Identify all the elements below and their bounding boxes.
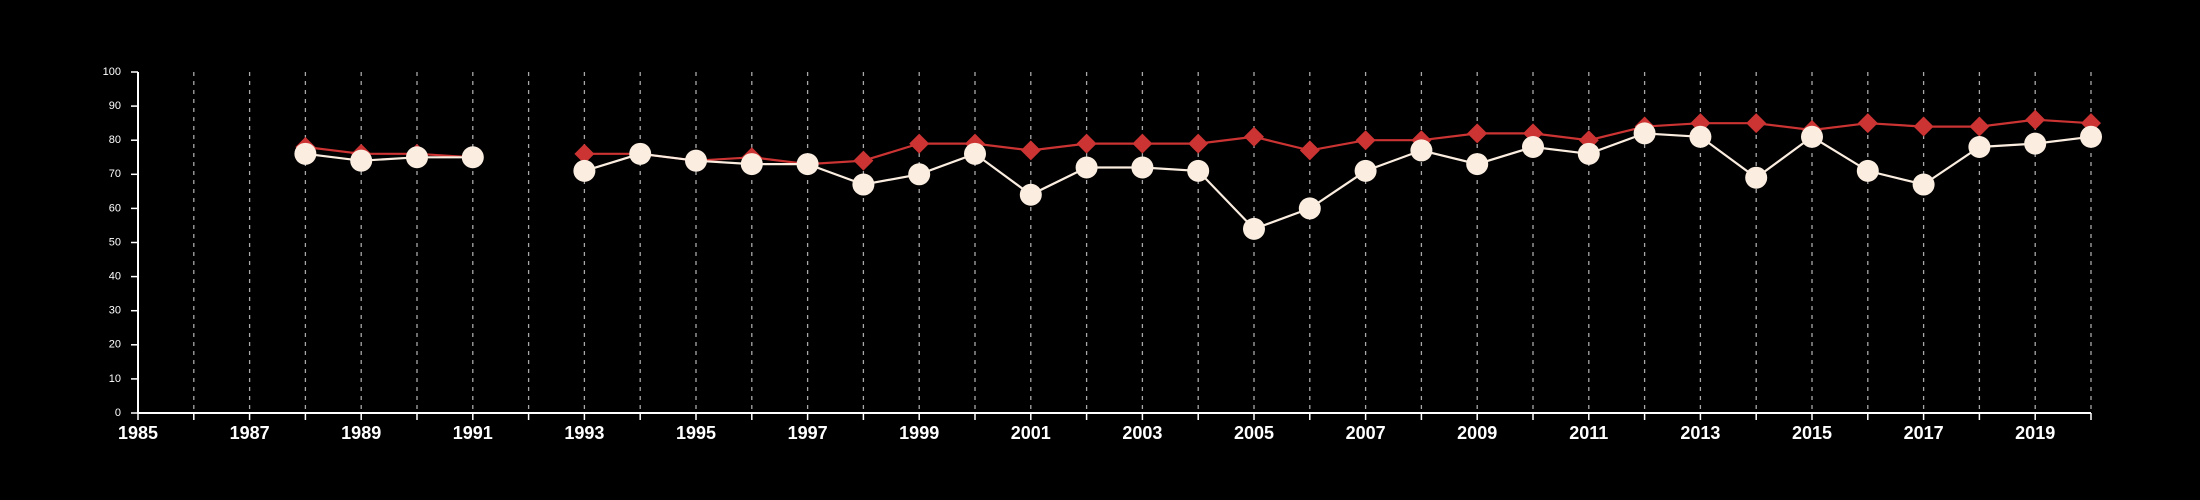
data-point xyxy=(1298,197,1321,220)
data-point xyxy=(1299,140,1320,161)
data-point xyxy=(406,146,428,169)
x-tick-label: 2001 xyxy=(1011,423,1051,443)
data-point xyxy=(796,153,819,176)
series-group xyxy=(294,109,2102,240)
data-point xyxy=(1466,153,1489,176)
data-point xyxy=(1913,116,1934,137)
y-tick-label: 30 xyxy=(109,305,121,317)
x-tick-label: 2003 xyxy=(1122,423,1162,443)
data-point xyxy=(1968,136,1991,159)
y-tick-label: 40 xyxy=(109,271,121,283)
x-tick-label: 1987 xyxy=(230,423,270,443)
data-point xyxy=(740,153,763,176)
data-point xyxy=(1187,159,1210,182)
data-point xyxy=(1132,133,1153,154)
data-point xyxy=(574,143,595,164)
series-line xyxy=(584,132,2092,231)
data-point xyxy=(1745,166,1768,189)
data-point xyxy=(1577,142,1600,165)
series-line xyxy=(305,152,473,162)
data-point xyxy=(1188,133,1209,154)
x-tick-label: 2017 xyxy=(1904,423,1944,443)
series-line xyxy=(305,145,473,159)
x-tick-label: 2013 xyxy=(1680,423,1720,443)
x-tick-label: 1991 xyxy=(453,423,493,443)
data-point xyxy=(1244,126,1264,147)
data-point xyxy=(294,142,317,165)
x-tick-label: 2009 xyxy=(1457,423,1497,443)
data-point xyxy=(1689,125,1712,148)
x-tick-label: 1985 xyxy=(118,423,158,443)
data-point xyxy=(1131,156,1154,179)
y-tick-label: 70 xyxy=(109,168,121,180)
data-point xyxy=(853,150,874,171)
y-tick-label: 100 xyxy=(103,66,121,78)
series-2 xyxy=(294,122,2102,240)
data-point xyxy=(2024,132,2047,155)
data-point xyxy=(1076,133,1097,154)
y-tick-label: 60 xyxy=(109,202,121,214)
y-tick-label: 90 xyxy=(109,100,121,112)
x-tick-label: 2007 xyxy=(1346,423,1386,443)
x-tick-label: 1993 xyxy=(564,423,604,443)
data-point xyxy=(1243,217,1265,240)
data-point xyxy=(1801,125,1823,148)
data-point xyxy=(1857,113,1878,134)
x-tick-label: 2005 xyxy=(1234,423,1274,443)
data-point xyxy=(1467,123,1488,144)
data-point xyxy=(909,133,930,154)
data-point xyxy=(685,149,707,172)
data-point xyxy=(1410,139,1433,162)
series-line xyxy=(584,118,2092,166)
data-point xyxy=(852,173,875,196)
data-point xyxy=(2080,125,2102,148)
x-tick-label: 1995 xyxy=(676,423,716,443)
data-point xyxy=(1746,113,1767,134)
vertical-grid xyxy=(193,72,2092,413)
y-tick-label: 0 xyxy=(115,407,121,419)
x-tick-label: 1997 xyxy=(788,423,828,443)
data-point xyxy=(1019,183,1042,206)
y-tick-label: 80 xyxy=(109,134,121,146)
x-tick-label: 2011 xyxy=(1569,423,1608,443)
x-tick-label: 1999 xyxy=(899,423,939,443)
data-point xyxy=(1522,136,1544,159)
data-point xyxy=(461,146,484,169)
x-tick-label: 2015 xyxy=(1792,423,1832,443)
data-point xyxy=(908,163,931,186)
y-tick-label: 10 xyxy=(109,373,121,385)
data-point xyxy=(1633,122,1656,145)
data-point xyxy=(2025,109,2046,130)
x-tick-label: 2019 xyxy=(2015,423,2055,443)
data-point xyxy=(964,142,986,165)
data-point xyxy=(1354,159,1377,182)
axes: 0 10 20 30 40 50 60 70 80 90 100 1985 1987 1989 1991 19… xyxy=(103,66,2092,443)
data-point xyxy=(1020,140,1041,161)
data-point xyxy=(1912,173,1935,196)
x-tick-label: 1989 xyxy=(341,423,381,443)
data-point xyxy=(1969,116,1990,137)
data-point xyxy=(573,159,596,182)
data-point xyxy=(350,149,373,172)
data-point xyxy=(1075,156,1098,179)
y-tick-label: 50 xyxy=(109,236,121,248)
y-tick-label: 20 xyxy=(109,339,121,351)
data-point xyxy=(629,142,652,165)
data-point xyxy=(1355,130,1376,151)
data-point xyxy=(1856,159,1879,182)
